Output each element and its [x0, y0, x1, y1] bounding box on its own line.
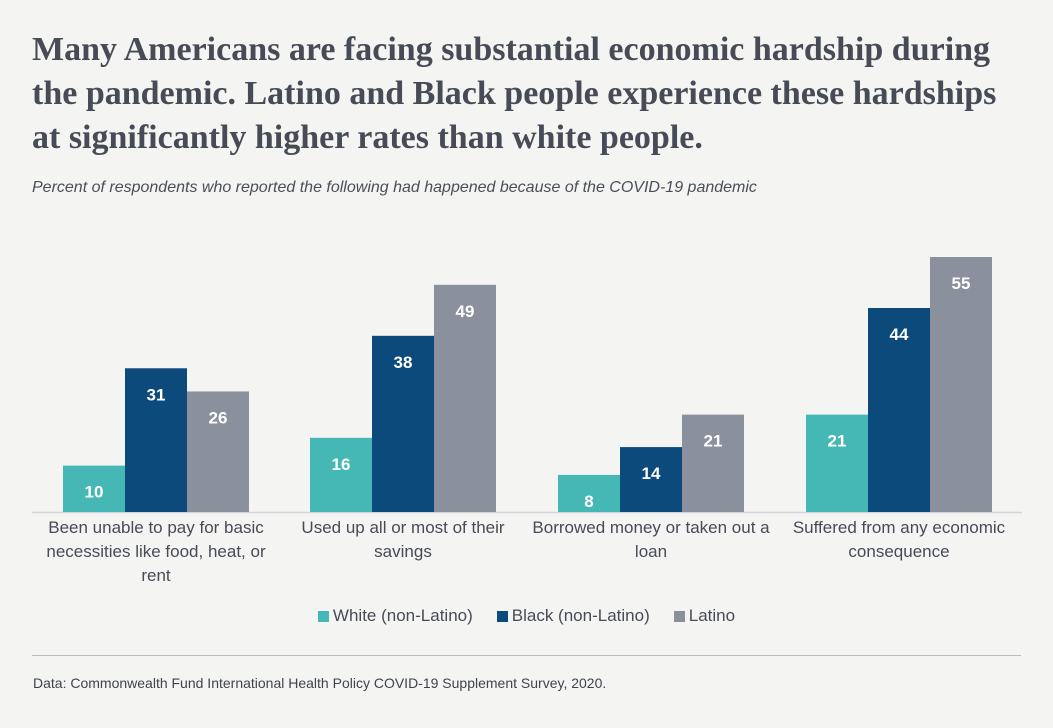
bar — [806, 414, 868, 512]
legend-item: White (non-Latino) — [317, 606, 473, 626]
bar — [868, 308, 930, 512]
data-label: 14 — [642, 464, 661, 483]
bar — [310, 437, 372, 512]
data-label: 38 — [394, 353, 413, 372]
bar — [372, 335, 434, 512]
data-label: 8 — [584, 492, 593, 511]
bar — [620, 447, 682, 512]
data-label: 49 — [456, 302, 475, 321]
data-label: 31 — [147, 385, 166, 404]
bar — [125, 368, 187, 512]
data-label: 44 — [890, 325, 909, 344]
category-label: Borrowed money or taken out a loan — [532, 518, 770, 561]
bar — [63, 465, 125, 512]
chart-title: Many Americans are facing substantial ec… — [32, 31, 997, 156]
legend-label: White (non-Latino) — [332, 606, 473, 625]
bar-chart: 10 31 26 16 38 49 8 14 21 21 44 55 — [32, 257, 1022, 514]
legend-item: Black (non-Latino) — [496, 606, 650, 626]
bar — [434, 284, 496, 512]
legend-item: Latino — [673, 606, 736, 626]
bar — [558, 474, 620, 512]
data-label: 21 — [704, 432, 723, 451]
data-label: 10 — [85, 483, 104, 502]
bar — [187, 391, 249, 512]
data-label: 21 — [828, 432, 847, 451]
chart-header: Many Americans are facing substantial ec… — [32, 28, 1022, 198]
legend-label: Latino — [688, 606, 736, 625]
data-label: 16 — [332, 455, 351, 474]
legend-swatch — [673, 610, 685, 622]
legend: White (non-Latino) Black (non-Latino) Lati… — [0, 606, 1053, 626]
data-label: 55 — [952, 274, 971, 293]
data-label: 26 — [209, 408, 228, 427]
legend-swatch — [317, 610, 329, 622]
divider — [32, 655, 1021, 656]
legend-label: Black (non-Latino) — [511, 606, 650, 625]
category-label: Suffered from any economic consequence — [792, 518, 1006, 561]
bar — [682, 414, 744, 512]
category-label: Been unable to pay for basic necessities… — [46, 518, 266, 585]
chart-subtitle: Percent of respondents who reported the … — [32, 179, 757, 196]
bar — [930, 257, 992, 512]
legend-swatch — [496, 610, 508, 622]
source-note: Data: Commonwealth Fund International He… — [33, 675, 607, 691]
category-label: Used up all or most of their savings — [301, 518, 505, 561]
